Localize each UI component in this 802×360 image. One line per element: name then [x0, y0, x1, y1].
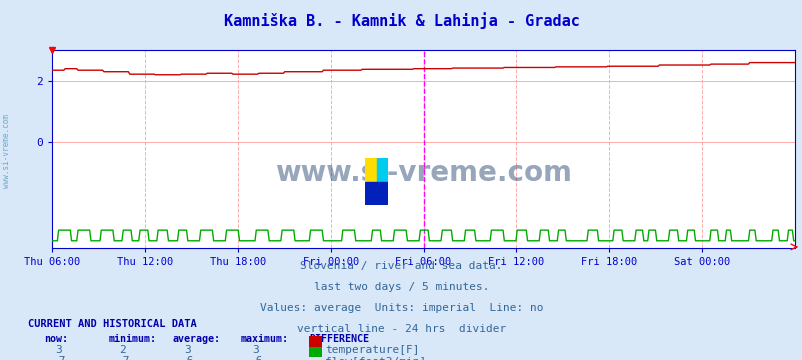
- Text: DIFFERENCE: DIFFERENCE: [309, 334, 369, 344]
- Text: -6: -6: [249, 356, 261, 360]
- Bar: [365, 182, 376, 205]
- Text: Kamniška B. - Kamnik & Lahinja - Gradac: Kamniška B. - Kamnik & Lahinja - Gradac: [223, 13, 579, 30]
- Text: www.si-vreme.com: www.si-vreme.com: [2, 114, 11, 188]
- Text: 3: 3: [252, 345, 258, 355]
- Text: 3: 3: [184, 345, 190, 355]
- Text: 2: 2: [119, 345, 126, 355]
- Text: -7: -7: [116, 356, 129, 360]
- Text: vertical line - 24 hrs  divider: vertical line - 24 hrs divider: [297, 324, 505, 334]
- Text: average:: average:: [172, 334, 221, 344]
- Text: www.si-vreme.com: www.si-vreme.com: [275, 159, 571, 187]
- Text: flow[foot3/min]: flow[foot3/min]: [325, 356, 426, 360]
- Bar: [365, 158, 376, 182]
- Bar: [376, 182, 387, 205]
- Text: Values: average  Units: imperial  Line: no: Values: average Units: imperial Line: no: [259, 303, 543, 313]
- Text: Slovenia / river and sea data.: Slovenia / river and sea data.: [300, 261, 502, 271]
- Text: temperature[F]: temperature[F]: [325, 345, 419, 355]
- Text: -7: -7: [52, 356, 65, 360]
- Text: -6: -6: [180, 356, 193, 360]
- Text: 3: 3: [55, 345, 62, 355]
- Text: now:: now:: [44, 334, 68, 344]
- Text: maximum:: maximum:: [241, 334, 289, 344]
- Text: CURRENT AND HISTORICAL DATA: CURRENT AND HISTORICAL DATA: [28, 319, 196, 329]
- Bar: [376, 158, 387, 182]
- Text: minimum:: minimum:: [108, 334, 156, 344]
- Text: last two days / 5 minutes.: last two days / 5 minutes.: [314, 282, 488, 292]
